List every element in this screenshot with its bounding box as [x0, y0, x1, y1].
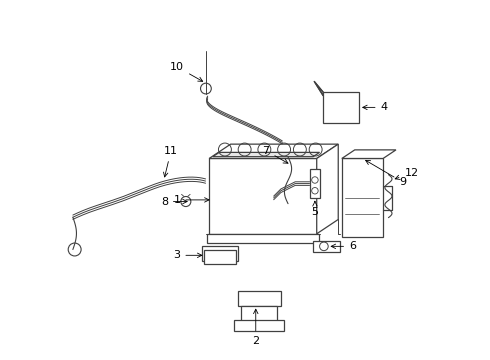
Text: 8: 8: [161, 197, 187, 207]
Text: 6: 6: [331, 241, 356, 251]
Polygon shape: [209, 144, 338, 158]
Text: 3: 3: [173, 250, 202, 260]
Text: 9: 9: [366, 160, 406, 187]
Polygon shape: [342, 150, 396, 158]
Bar: [234, 320, 285, 330]
Polygon shape: [317, 144, 338, 234]
Bar: [313, 241, 340, 252]
Text: 12: 12: [395, 168, 418, 179]
Text: 1: 1: [173, 195, 209, 205]
Bar: [207, 234, 318, 243]
Text: 5: 5: [312, 202, 318, 217]
Bar: [209, 158, 317, 234]
Text: 10: 10: [170, 62, 203, 81]
Text: 4: 4: [363, 102, 388, 112]
Bar: [342, 158, 383, 237]
Text: 11: 11: [164, 146, 178, 177]
Bar: [242, 306, 277, 321]
Bar: [238, 291, 281, 306]
Bar: [323, 92, 359, 123]
Text: 2: 2: [252, 309, 259, 346]
Bar: [202, 246, 238, 261]
Bar: [310, 169, 320, 198]
Text: 7: 7: [263, 146, 288, 163]
Polygon shape: [213, 152, 319, 157]
Bar: [204, 250, 236, 264]
Polygon shape: [314, 81, 323, 96]
